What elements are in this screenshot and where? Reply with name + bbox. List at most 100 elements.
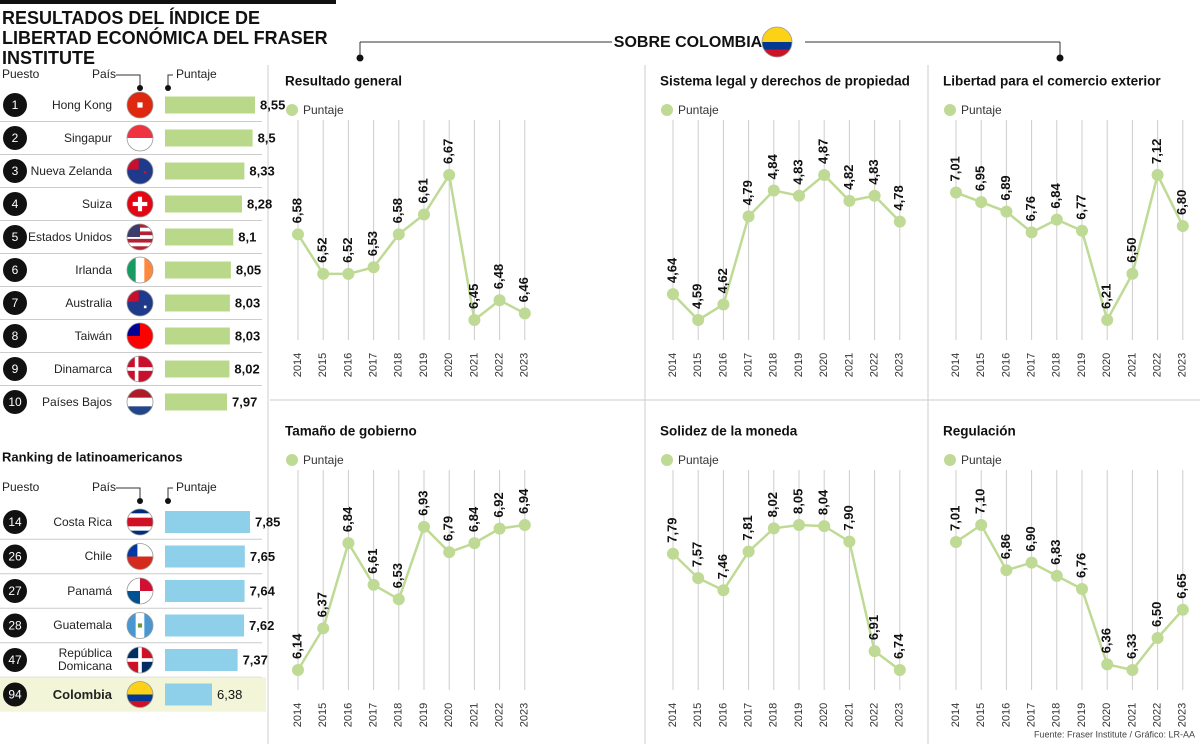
x-tick-label: 2014 (292, 353, 304, 377)
score-label: 7,62 (249, 618, 274, 633)
title-bar (0, 0, 336, 4)
legend-marker (944, 104, 956, 116)
rank-badge (3, 390, 27, 414)
flag-stripe (127, 694, 153, 702)
rank-badge (3, 324, 27, 348)
value-label: 7,57 (690, 542, 705, 567)
x-tick-label: 2016 (1000, 703, 1012, 727)
chart-title: Solidez de la moneda (660, 424, 798, 439)
country: Panamá (67, 583, 112, 598)
flag (127, 543, 153, 570)
flag (127, 389, 153, 415)
rank-badge (3, 126, 27, 150)
rank-badge (3, 291, 27, 315)
country: Suiza (81, 196, 112, 211)
point (742, 545, 755, 558)
flag (127, 290, 153, 316)
value-label: 6,89 (998, 175, 1013, 200)
rank: 94 (8, 688, 22, 702)
point (392, 593, 405, 606)
x-tick-label: 2020 (818, 353, 830, 377)
rank-badge (3, 192, 27, 216)
x-tick-label: 2018 (393, 703, 405, 727)
x-tick-label: 2023 (519, 353, 531, 377)
flag-ring (126, 508, 154, 536)
value-label: 6,36 (1099, 628, 1114, 653)
score-bar (165, 614, 245, 637)
rule-dot (356, 54, 364, 62)
flag-detail (132, 201, 148, 207)
score-label: 7,97 (232, 394, 257, 409)
header-pointer (167, 487, 173, 500)
x-tick-label: 2022 (869, 353, 881, 377)
value-label: 4,87 (816, 139, 831, 164)
x-tick-label: 2021 (1126, 353, 1138, 377)
country: República Domicana (57, 646, 112, 673)
legend-label: Puntaje (961, 103, 1002, 117)
legend-label: Puntaje (303, 453, 344, 467)
value-label: 6,90 (1023, 526, 1038, 551)
flag-stripe (762, 42, 792, 50)
point (1101, 314, 1114, 326)
point (818, 169, 831, 181)
rank: 6 (12, 263, 19, 277)
value-label: 4,83 (790, 159, 805, 184)
point (292, 664, 304, 676)
header-rank: Puesto (2, 480, 40, 494)
point (1050, 213, 1063, 226)
value-label: 7,90 (841, 505, 856, 530)
score-bar (165, 195, 242, 213)
flag-ring (126, 223, 154, 251)
flag-detail (127, 158, 139, 170)
value-label: 4,62 (715, 268, 730, 293)
flag-stripe (762, 27, 792, 43)
legend-marker (661, 104, 673, 116)
x-tick-label: 2019 (1076, 353, 1088, 377)
flag-ring (126, 124, 154, 152)
x-tick-label: 2020 (1101, 703, 1113, 727)
x-tick-label: 2019 (1076, 703, 1088, 727)
rank: 3 (12, 164, 19, 178)
value-label: 6,76 (1023, 196, 1038, 221)
x-tick-label: 2016 (717, 703, 729, 727)
x-tick-label: 2017 (743, 353, 755, 377)
value-label: 6,77 (1073, 194, 1088, 219)
flag-detail (137, 623, 143, 628)
rank: 10 (8, 395, 22, 409)
value-label: 6,67 (441, 139, 456, 164)
flag-ring (126, 543, 154, 570)
x-tick-label: 2021 (1126, 703, 1138, 727)
score-label: 8,05 (236, 262, 261, 277)
point (1151, 169, 1164, 181)
chart-title: Sistema legal y derechos de propiedad (660, 74, 910, 89)
rank-badge (3, 258, 27, 282)
x-tick-label: 2023 (894, 353, 906, 377)
x-tick-label: 2017 (368, 703, 380, 727)
x-tick-label: 2016 (717, 353, 729, 377)
rank: 7 (12, 296, 19, 310)
flag (127, 356, 153, 382)
x-tick-label: 2023 (1177, 703, 1189, 727)
value-label: 6,50 (1149, 602, 1164, 627)
line (955, 171, 1184, 324)
legend-marker (944, 454, 956, 466)
x-tick-label: 2015 (975, 703, 987, 727)
header-dot (165, 498, 171, 504)
country: Australia (65, 295, 112, 310)
flag-ring (126, 157, 154, 185)
line (955, 523, 1184, 672)
rank-badge (3, 648, 27, 672)
flag-detail (127, 367, 153, 371)
flag-detail (127, 647, 139, 659)
x-tick-label: 2023 (519, 703, 531, 727)
point (950, 186, 962, 199)
flag-stripe (144, 257, 153, 283)
rank-badge (3, 544, 27, 569)
point (692, 314, 705, 326)
flag-detail (141, 647, 153, 659)
flag-stripe (127, 138, 153, 151)
x-tick-label: 2023 (1177, 353, 1189, 377)
value-label: 6,58 (390, 198, 405, 223)
flag-stripe (127, 556, 153, 570)
value-label: 6,92 (491, 492, 506, 517)
